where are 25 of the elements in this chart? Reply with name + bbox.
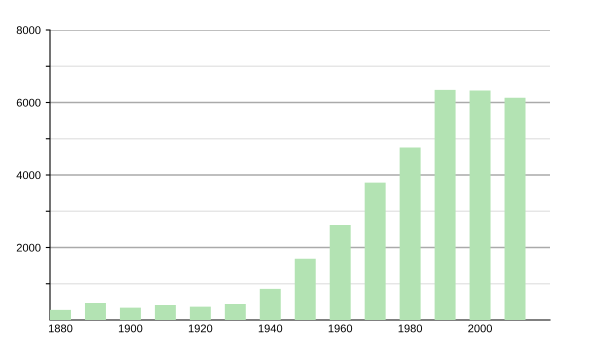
bar [294, 258, 316, 320]
bar [330, 225, 351, 320]
x-tick-label: 1920 [188, 324, 212, 332]
bar [84, 302, 106, 320]
x-tick-label: 1880 [48, 324, 72, 332]
x-tick-label: 1960 [328, 324, 352, 332]
y-tick-label: 6000 [16, 98, 41, 107]
bar [190, 306, 211, 320]
x-tick-label: 1900 [118, 324, 142, 332]
bar [260, 288, 281, 320]
bar [400, 147, 421, 320]
x-tick-label: 2000 [468, 324, 492, 332]
y-tick-label: 8000 [16, 26, 41, 34]
bar [364, 182, 386, 320]
y-tick-label: 2000 [16, 244, 41, 252]
bar [224, 304, 246, 320]
x-tick-label: 1940 [258, 324, 282, 332]
bar [434, 90, 456, 320]
y-tick-label: 4000 [16, 171, 41, 180]
bar [154, 304, 176, 320]
bar [504, 98, 526, 320]
bar [470, 90, 491, 320]
bar [50, 310, 71, 320]
bar [120, 308, 141, 320]
x-tick-label: 1980 [398, 324, 422, 332]
